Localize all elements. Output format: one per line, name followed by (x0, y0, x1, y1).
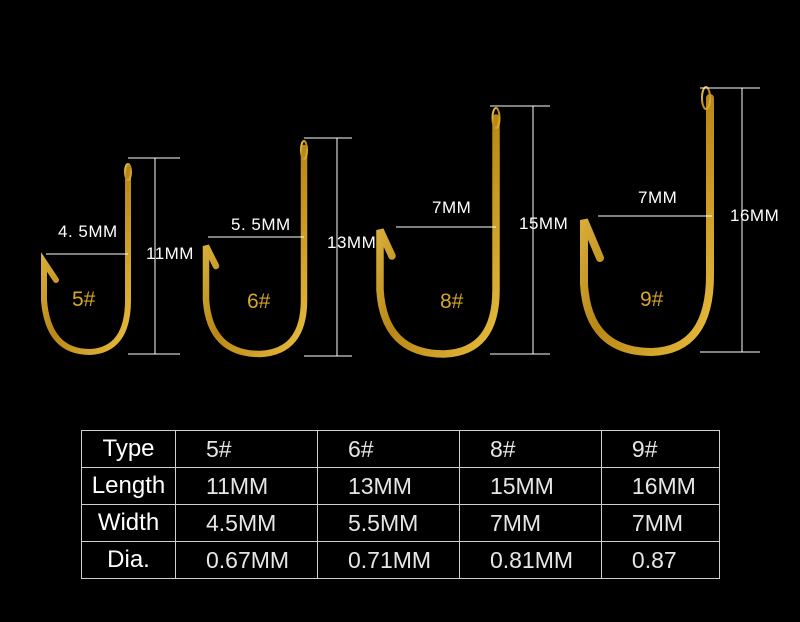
table-row-type: Type 5# 6# 8# 9# (81, 430, 721, 468)
hook-9-width-label: 7MM (638, 188, 678, 207)
hook-5-length-label: 11MM (146, 244, 194, 263)
hook-8-shape (376, 107, 501, 358)
table-cell: 0.87 (600, 541, 721, 579)
table-row-length: Length 11MM 13MM 15MM 16MM (81, 467, 721, 505)
table-cell: 16MM (600, 467, 721, 505)
table-cell: 6# (316, 430, 460, 468)
hook-5-size-label: 5# (72, 288, 96, 311)
table-cell: 5.5MM (316, 504, 460, 542)
table-cell: 4.5MM (175, 504, 318, 542)
table-cell: 11MM (175, 467, 318, 505)
hook-6-length-label: 13MM (327, 233, 377, 252)
table-cell: 0.67MM (175, 541, 318, 579)
row-header: Type (81, 430, 176, 468)
row-header: Dia. (81, 541, 176, 579)
hook-5-measure (46, 157, 180, 355)
table-cell: 7MM (600, 504, 721, 542)
hook-6-size-label: 6# (247, 290, 271, 313)
hook-9-measure (598, 87, 760, 353)
hook-9-size-label: 9# (640, 288, 664, 311)
hook-9-shape (580, 86, 714, 357)
hooks-drawing (41, 86, 760, 358)
hook-8-measure (396, 105, 550, 355)
hook-5-width-label: 4. 5MM (58, 222, 118, 241)
hook-8-width-label: 7MM (432, 198, 472, 217)
table-cell: 0.71MM (316, 541, 460, 579)
row-header: Length (81, 467, 176, 505)
hook-6-shape (202, 140, 308, 358)
table-row-dia: Dia. 0.67MM 0.71MM 0.81MM 0.87 (81, 541, 721, 579)
hook-8-length-label: 15MM (519, 214, 569, 233)
table-cell: 13MM (316, 467, 460, 505)
table-cell: 9# (600, 430, 721, 468)
table-cell: 7MM (458, 504, 602, 542)
hook-6-width-label: 5. 5MM (231, 215, 291, 234)
hooks-illustration: 4. 5MM 11MM 5# 5. 5MM 13MM 6# 7MM 15MM 8… (41, 86, 780, 358)
hook-5-shape (41, 163, 132, 356)
table-row-width: Width 4.5MM 5.5MM 7MM 7MM (81, 504, 721, 542)
hook-6-measure (208, 137, 352, 357)
table-cell: 8# (458, 430, 602, 468)
hook-9-length-label: 16MM (730, 206, 780, 225)
spec-table: Type 5# 6# 8# 9# Length 11MM 13MM 15MM 1… (81, 430, 721, 579)
table-cell: 5# (175, 430, 318, 468)
row-header: Width (81, 504, 176, 542)
hook-8-size-label: 8# (440, 290, 464, 313)
table-cell: 0.81MM (458, 541, 602, 579)
table-cell: 15MM (458, 467, 602, 505)
